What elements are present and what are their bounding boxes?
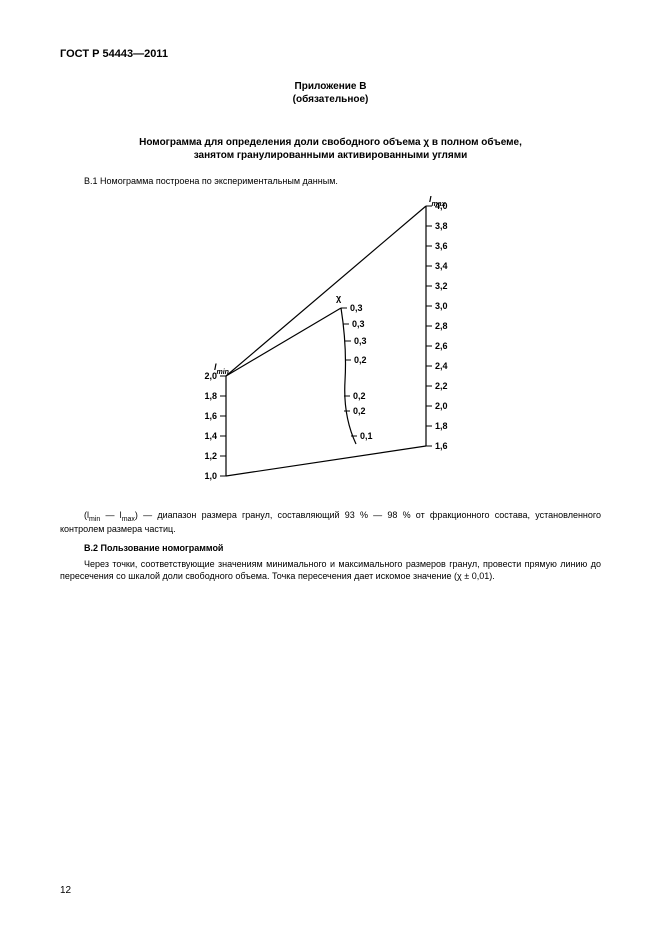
appendix-status: (обязательное) [293,94,369,105]
svg-text:1,6: 1,6 [435,441,448,451]
b2-heading: В.2 Пользование номограммой [60,543,601,553]
svg-text:lmax: lmax [429,196,447,208]
appendix-header: Приложение В (обязательное) [60,80,601,106]
caption: (lmin — lmax) — диапазон размера гранул,… [60,510,601,536]
svg-text:2,6: 2,6 [435,341,448,351]
svg-text:χ: χ [336,293,342,303]
main-title-line2: занятом гранулированными активированными… [194,150,468,161]
main-title: Номограмма для определения доли свободно… [60,136,601,162]
main-title-line1: Номограмма для определения доли свободно… [139,137,522,148]
svg-text:3,2: 3,2 [435,281,448,291]
svg-text:1,4: 1,4 [204,431,217,441]
svg-text:1,6: 1,6 [204,411,217,421]
svg-text:2,4: 2,4 [435,361,448,371]
svg-text:0,2: 0,2 [354,355,367,365]
nomogram-svg: 4,03,83,63,43,23,02,82,62,42,22,01,81,6l… [171,196,491,496]
svg-text:1,8: 1,8 [204,391,217,401]
appendix-title: Приложение В [295,81,367,92]
caption-max: max [122,515,135,522]
b2-paragraph: Через точки, соответствующие значениям м… [60,559,601,582]
svg-text:3,4: 3,4 [435,261,448,271]
svg-text:0,1: 0,1 [360,431,373,441]
nomogram-figure: 4,03,83,63,43,23,02,82,62,42,22,01,81,6l… [60,196,601,496]
svg-text:1,2: 1,2 [204,451,217,461]
svg-text:1,8: 1,8 [435,421,448,431]
page-number: 12 [60,885,71,896]
svg-text:2,0: 2,0 [435,401,448,411]
caption-min: min [89,515,100,522]
svg-text:3,6: 3,6 [435,241,448,251]
caption-dash: — l [100,510,121,520]
svg-text:3,0: 3,0 [435,301,448,311]
svg-text:0,2: 0,2 [353,391,366,401]
caption-rest: ) — диапазон размера гранул, составляющи… [60,510,601,534]
doc-id: ГОСТ Р 54443—2011 [60,48,601,60]
svg-text:1,0: 1,0 [204,471,217,481]
svg-text:3,8: 3,8 [435,221,448,231]
svg-text:lmin: lmin [214,362,229,376]
svg-text:2,2: 2,2 [435,381,448,391]
svg-text:2,0: 2,0 [204,371,217,381]
svg-text:2,8: 2,8 [435,321,448,331]
svg-text:0,3: 0,3 [352,319,365,329]
svg-text:0,2: 0,2 [353,406,366,416]
b1-text: В.1 Номограмма построена по эксперимента… [60,176,601,188]
svg-text:0,3: 0,3 [350,303,363,313]
svg-text:0,3: 0,3 [354,336,367,346]
